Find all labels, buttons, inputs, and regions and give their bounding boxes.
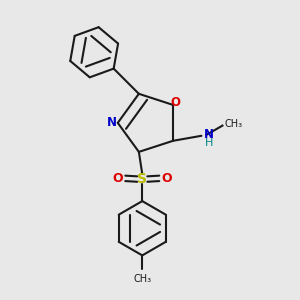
Text: O: O <box>162 172 172 185</box>
Text: CH₃: CH₃ <box>224 119 242 129</box>
Text: N: N <box>204 128 214 141</box>
Text: S: S <box>137 172 147 186</box>
Text: CH₃: CH₃ <box>133 274 151 284</box>
Text: N: N <box>107 116 117 129</box>
Text: H: H <box>206 138 214 148</box>
Text: O: O <box>171 96 181 109</box>
Text: O: O <box>112 172 123 185</box>
